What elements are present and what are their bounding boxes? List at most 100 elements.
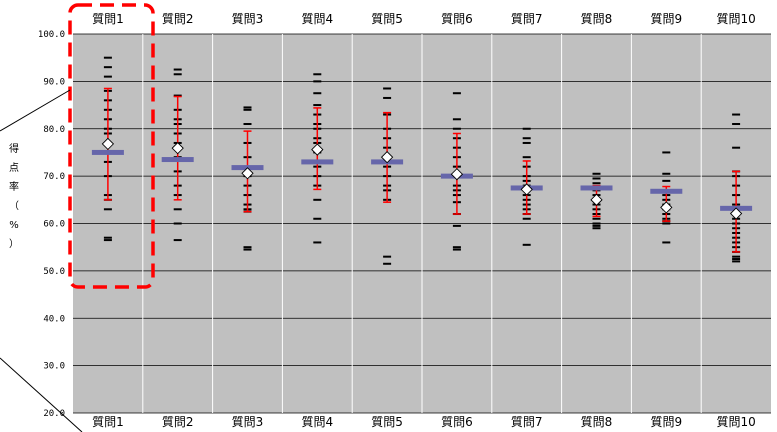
individual-score-mark <box>243 248 252 251</box>
y-tick-label: 40.0 <box>43 314 65 324</box>
category-labels-bottom: 質問1 質問2 質問3 質問4 質問5 質問6 質問7 質問8 質問9 質問10 <box>92 414 756 429</box>
category-label-bottom: 質問6 <box>441 414 473 429</box>
individual-score-mark <box>592 217 601 220</box>
mean-bar <box>161 157 194 163</box>
individual-score-mark <box>383 96 392 99</box>
category-label-top: 質問6 <box>441 11 473 26</box>
highlight-box <box>68 3 155 289</box>
individual-score-mark <box>383 255 392 258</box>
category-label-top: 質問8 <box>581 11 613 26</box>
y-axis-label-char: 点 <box>9 162 19 174</box>
y-axis-label-char: % <box>9 220 19 231</box>
y-tick-label: 100.0 <box>38 30 65 40</box>
callout-line-lower <box>0 357 83 432</box>
individual-score-mark <box>452 92 461 95</box>
individual-score-mark <box>732 260 741 263</box>
category-label-top: 質問3 <box>232 11 264 26</box>
individual-score-mark <box>243 108 252 111</box>
individual-score-mark <box>313 73 322 76</box>
individual-score-mark <box>592 224 601 227</box>
diamond-marker <box>660 201 673 214</box>
y-tick-label: 80.0 <box>43 125 65 135</box>
individual-score-mark <box>313 198 322 201</box>
category-label-top: 質問10 <box>716 11 755 26</box>
y-axis-label: 得点率 （% ） <box>9 143 19 250</box>
y-tick-label: 50.0 <box>43 267 65 277</box>
diamond-marker <box>729 207 743 220</box>
category-label-bottom: 質問9 <box>650 414 682 429</box>
individual-score-mark <box>103 56 112 59</box>
mean-bar <box>650 188 683 194</box>
diamond-marker <box>241 167 254 180</box>
category-label-bottom: 質問4 <box>301 414 333 429</box>
individual-score-mark <box>243 246 252 249</box>
individual-score-mark <box>173 94 182 97</box>
individual-score-mark <box>662 172 671 175</box>
individual-score-mark <box>522 141 531 144</box>
separator-layer <box>142 34 702 413</box>
individual-score-mark <box>313 80 322 83</box>
category-label-bottom: 質問2 <box>162 414 194 429</box>
individual-score-mark <box>313 217 322 220</box>
y-tick-label: 30.0 <box>43 362 65 372</box>
individual-score-mark <box>103 239 112 242</box>
category-label-bottom: 質問7 <box>511 414 543 429</box>
y-tick-labels: 100.0 90.0 80.0 70.0 60.0 50.0 40.0 30.0 20.0 <box>38 30 65 419</box>
individual-score-mark <box>522 217 531 220</box>
individual-score-mark <box>732 113 741 116</box>
diamond-marker <box>380 151 394 164</box>
individual-score-mark <box>243 106 252 109</box>
individual-score-mark <box>313 241 322 244</box>
individual-score-mark <box>173 68 182 71</box>
y-axis-label-char: （ <box>9 200 19 212</box>
y-axis-label-char: 得 <box>9 143 19 155</box>
mean-bar <box>91 149 124 155</box>
diamond-marker <box>311 143 324 156</box>
diamond-marker <box>450 168 464 181</box>
category-label-bottom: 質問8 <box>581 414 613 429</box>
individual-score-mark <box>662 241 671 244</box>
individual-score-mark <box>452 248 461 251</box>
individual-score-mark <box>243 123 252 126</box>
individual-score-mark <box>452 118 461 121</box>
category-label-bottom: 質問3 <box>232 414 264 429</box>
individual-score-mark <box>103 66 112 69</box>
callout-line-upper <box>0 89 71 132</box>
individual-score-mark <box>452 246 461 249</box>
individual-score-mark <box>732 258 741 261</box>
individual-score-mark <box>522 137 531 140</box>
category-label-top: 質問5 <box>371 11 403 26</box>
individual-score-mark <box>592 227 601 230</box>
individual-score-mark <box>662 179 671 182</box>
y-tick-label: 60.0 <box>43 220 65 230</box>
y-axis-label-char: ） <box>9 238 19 250</box>
individual-score-mark <box>103 208 112 211</box>
individual-score-mark <box>522 156 531 159</box>
individual-score-mark <box>452 127 461 130</box>
individual-score-mark <box>592 182 601 185</box>
y-tick-label: 70.0 <box>43 172 65 182</box>
individual-score-mark <box>173 239 182 242</box>
individual-score-mark <box>732 255 741 258</box>
individual-score-mark <box>592 172 601 175</box>
diamond-marker <box>590 193 603 206</box>
individual-score-mark <box>522 243 531 246</box>
individual-score-mark <box>662 222 671 225</box>
individual-score-mark <box>522 127 531 130</box>
annotation-layer <box>0 3 155 432</box>
individual-score-mark <box>452 224 461 227</box>
diamond-markers <box>101 137 743 220</box>
individual-score-mark <box>103 236 112 239</box>
individual-score-mark <box>173 73 182 76</box>
category-labels-top: 質問1 質問2 質問3 質問4 質問5 質問6 質問7 質問8 質問9 質問10 <box>92 11 756 26</box>
mean-bar <box>580 185 613 191</box>
y-axis-label-char: 率 <box>9 180 19 193</box>
individual-score-mark <box>173 208 182 211</box>
mean-bar <box>301 159 334 165</box>
category-label-top: 質問4 <box>301 11 333 26</box>
y-tick-label: 90.0 <box>43 77 65 87</box>
diamond-marker <box>520 183 533 196</box>
individual-score-mark <box>732 146 741 149</box>
category-label-top: 質問9 <box>650 11 682 26</box>
